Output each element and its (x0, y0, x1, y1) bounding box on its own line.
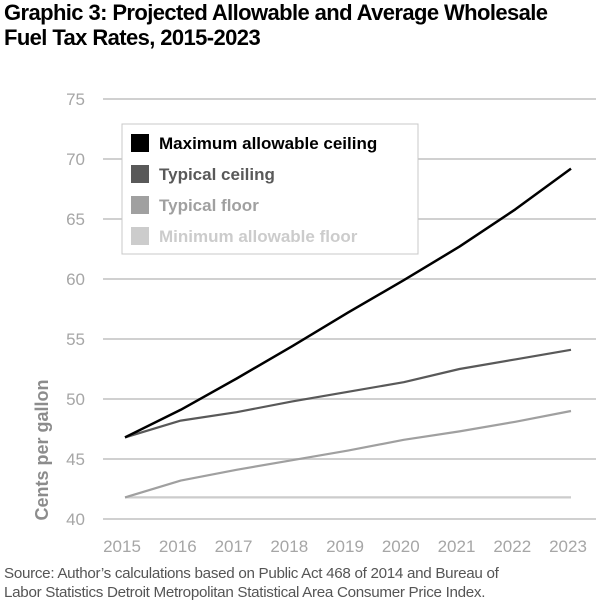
source-line-1: Source: Author’s calculations based on P… (4, 565, 499, 582)
x-tick-label: 2021 (438, 537, 476, 556)
chart-title-line-2: Fuel Tax Rates, 2015-2023 (4, 25, 261, 50)
y-tick-label: 55 (66, 330, 85, 349)
series-line-typical-floor (124, 409, 572, 499)
y-axis-label: Cents per gallon (32, 379, 52, 520)
legend-label: Maximum allowable ceiling (159, 134, 377, 153)
y-tick-label: 65 (66, 210, 85, 229)
x-tick-label: 2023 (549, 537, 587, 556)
legend-swatch (131, 134, 149, 152)
x-tick-label: 2022 (493, 537, 531, 556)
series-line-typical-ceiling (124, 348, 572, 439)
x-tick-label: 2019 (326, 537, 364, 556)
chart-title: Graphic 3: Projected Allowable and Avera… (4, 0, 600, 50)
legend-label: Typical ceiling (159, 165, 275, 184)
y-tick-label: 60 (66, 270, 85, 289)
x-axis-ticks: 2015 2016 2017 2018 2019 2020 2021 2022 2023 (103, 537, 587, 556)
y-tick-label: 45 (66, 450, 85, 469)
x-tick-label: 2017 (215, 537, 253, 556)
x-tick-label: 2015 (103, 537, 141, 556)
legend-box (121, 123, 419, 255)
y-tick-label: 40 (66, 510, 85, 529)
legend-swatch (131, 196, 149, 214)
y-axis-ticks: 40 45 50 55 60 65 70 75 (66, 90, 85, 529)
series-lines (124, 167, 572, 499)
source-note: Source: Author’s calculations based on P… (4, 564, 600, 602)
x-tick-label: 2016 (159, 537, 197, 556)
source-line-2: Labor Statistics Detroit Metropolitan St… (4, 584, 486, 601)
y-tick-label: 50 (66, 390, 85, 409)
series-line-maximum-allowable-ceiling (124, 167, 572, 439)
chart-title-line-1: Graphic 3: Projected Allowable and Avera… (4, 0, 548, 25)
y-tick-label: 70 (66, 150, 85, 169)
legend-label: Minimum allowable floor (159, 227, 358, 246)
x-tick-label: 2020 (382, 537, 420, 556)
y-tick-label: 75 (66, 90, 85, 109)
legend-swatch (131, 227, 149, 245)
legend: Maximum allowable ceiling Typical ceiling… (121, 123, 419, 255)
x-tick-label: 2018 (270, 537, 308, 556)
legend-label: Typical floor (159, 196, 259, 215)
legend-swatch (131, 165, 149, 183)
